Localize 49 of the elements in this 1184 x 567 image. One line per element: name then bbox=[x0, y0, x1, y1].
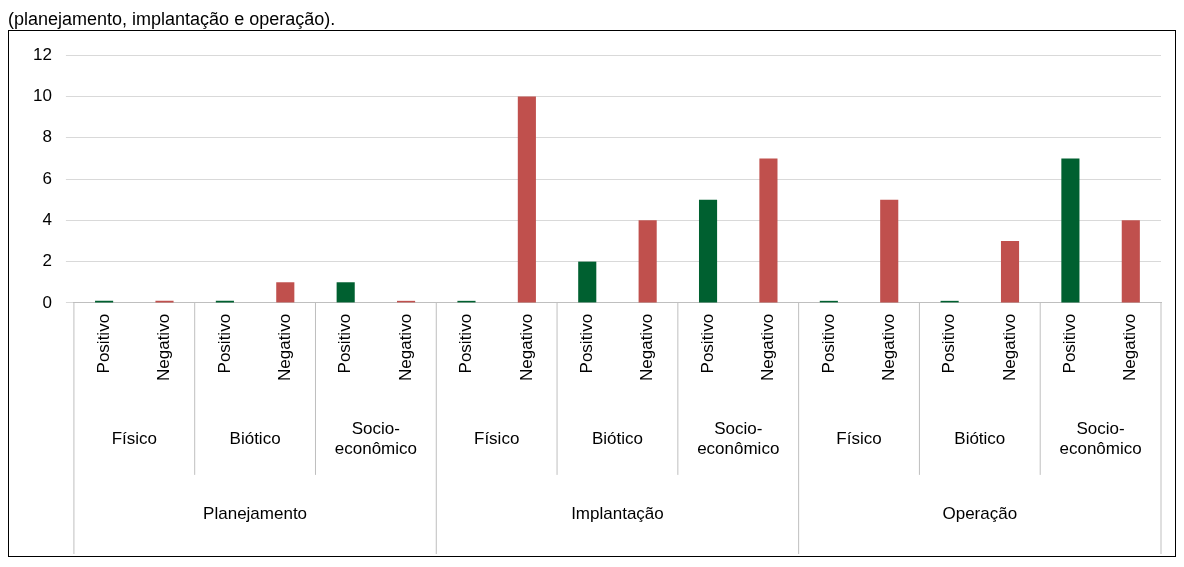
bar bbox=[638, 220, 657, 303]
y-tick-label: 0 bbox=[42, 292, 52, 312]
x-tick-label: Positivo bbox=[93, 313, 113, 374]
x-tick-label: Negativo bbox=[154, 313, 174, 382]
bar bbox=[698, 199, 718, 303]
x-tick-label: Positivo bbox=[456, 313, 476, 374]
bar bbox=[880, 199, 899, 303]
text: Físico bbox=[473, 428, 520, 448]
y-tick-label: 4 bbox=[42, 210, 52, 230]
text: Socio-econômico bbox=[334, 418, 417, 458]
text: Biótico bbox=[591, 428, 643, 448]
y-tick-label: 6 bbox=[42, 168, 52, 188]
x-tick-label: Negativo bbox=[637, 313, 657, 382]
x-tick-label: Positivo bbox=[576, 313, 596, 374]
chart-subtitle: (planejamento, implantação e operação). bbox=[8, 8, 337, 30]
x-tick-label: Negativo bbox=[395, 313, 415, 382]
x-tick-label: Positivo bbox=[214, 313, 234, 374]
text: Planejamento bbox=[203, 504, 308, 524]
x-tick-label: Negativo bbox=[274, 313, 294, 382]
text: Físico bbox=[836, 428, 882, 448]
text: Físico bbox=[111, 428, 157, 448]
bar bbox=[336, 282, 355, 303]
bar bbox=[276, 282, 295, 303]
x-tick-label: Negativo bbox=[516, 313, 536, 382]
y-tick-label: 8 bbox=[42, 127, 52, 147]
x-tick-label: Positivo bbox=[939, 313, 959, 374]
text: Biótico bbox=[954, 428, 1006, 448]
text: Operação bbox=[942, 504, 1018, 524]
text: Socio-econômico bbox=[697, 418, 780, 458]
x-tick-label: Negativo bbox=[758, 313, 778, 382]
x-tick-label: Positivo bbox=[1060, 313, 1080, 374]
bar bbox=[1061, 158, 1080, 303]
y-tick-label: 10 bbox=[32, 86, 52, 106]
text: Implantação bbox=[571, 504, 664, 524]
text: Socio-econômico bbox=[1059, 418, 1142, 458]
text: Biótico bbox=[229, 428, 281, 448]
x-tick-label: Positivo bbox=[697, 313, 717, 374]
x-tick-label: Negativo bbox=[1120, 313, 1140, 382]
bar bbox=[578, 261, 597, 303]
x-tick-label: Negativo bbox=[878, 313, 898, 382]
bar bbox=[517, 96, 536, 303]
bar bbox=[759, 158, 778, 303]
bar bbox=[1121, 220, 1140, 303]
x-tick-label: Positivo bbox=[818, 313, 838, 374]
x-tick-label: Negativo bbox=[999, 313, 1019, 382]
y-tick-label: 12 bbox=[32, 44, 52, 64]
x-tick-label: Positivo bbox=[335, 313, 355, 374]
y-tick-label: 2 bbox=[42, 251, 52, 271]
bar bbox=[1000, 240, 1020, 303]
